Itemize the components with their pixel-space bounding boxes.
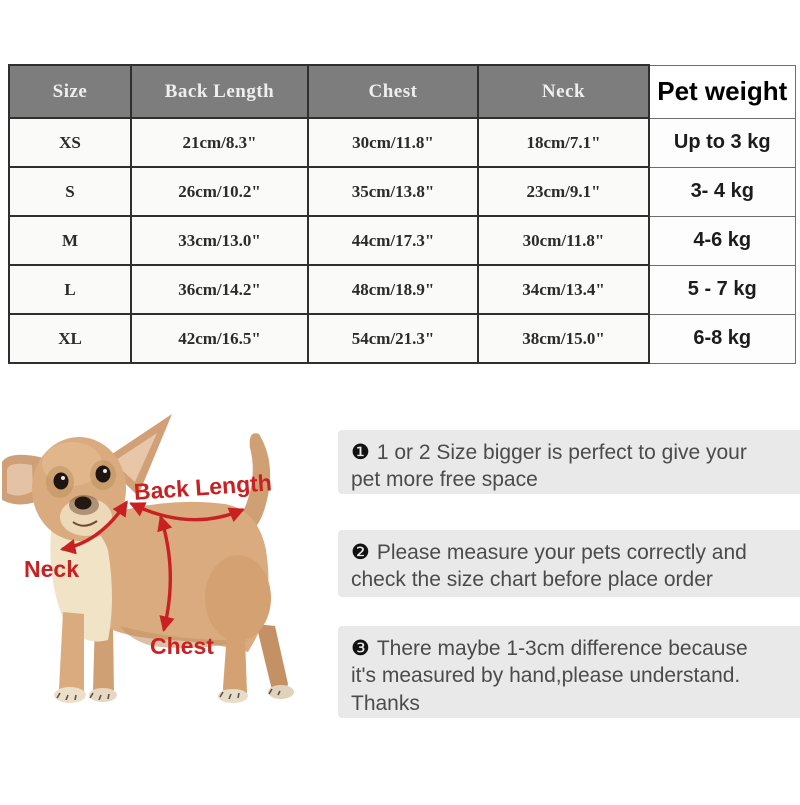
cell-back: 21cm/8.3" [130, 117, 309, 168]
table-row-xl: XL 42cm/16.5" 54cm/21.3" 38cm/15.0" 6-8 … [8, 313, 796, 364]
cell-neck: 38cm/15.0" [477, 313, 650, 364]
table-row-l: L 36cm/14.2" 48cm/18.9" 34cm/13.4" 5 - 7… [8, 264, 796, 315]
cell-back: 36cm/14.2" [130, 264, 309, 315]
cell-weight: 6-8 kg [648, 313, 796, 364]
back-length-arrow [129, 502, 245, 523]
cell-chest: 54cm/21.3" [307, 313, 479, 364]
measurement-arrows [59, 500, 245, 633]
cell-weight: 5 - 7 kg [648, 264, 796, 315]
dog-illustration: Back Length Neck Chest [2, 414, 294, 703]
cell-back: 26cm/10.2" [130, 166, 309, 217]
cell-size: M [8, 215, 132, 266]
cell-weight: 3- 4 kg [648, 166, 796, 217]
note-3-bullet-icon: ❸ [351, 636, 370, 660]
column-header-back-length: Back Length [130, 64, 309, 119]
note-1-bullet-icon: ❶ [351, 440, 370, 464]
note-hand-measure-difference: ❸ There maybe 1-3cm difference because it… [338, 626, 800, 718]
cell-chest: 30cm/11.8" [307, 117, 479, 168]
cell-weight: Up to 3 kg [648, 117, 796, 168]
table-row-s: S 26cm/10.2" 35cm/13.8" 23cm/9.1" 3- 4 k… [8, 166, 796, 217]
neck-arrow [59, 500, 128, 555]
cell-chest: 44cm/17.3" [307, 215, 479, 266]
note-3-text: There maybe 1-3cm difference because it'… [351, 637, 748, 715]
cell-neck: 30cm/11.8" [477, 215, 650, 266]
cell-chest: 35cm/13.8" [307, 166, 479, 217]
column-header-chest: Chest [307, 64, 479, 119]
cell-size: L [8, 264, 132, 315]
column-header-neck: Neck [477, 64, 650, 119]
size-chart-table: Size Back Length Chest Neck Pet weight X… [8, 64, 796, 364]
cell-back: 33cm/13.0" [130, 215, 309, 266]
note-2-text: Please measure your pets correctly and c… [351, 541, 747, 592]
note-2-bullet-icon: ❷ [351, 540, 370, 564]
dog-measurement-diagram: Back Length Neck Chest [0, 400, 340, 800]
cell-neck: 34cm/13.4" [477, 264, 650, 315]
table-row-xs: XS 21cm/8.3" 30cm/11.8" 18cm/7.1" Up to … [8, 117, 796, 168]
note-measure-correctly: ❷ Please measure your pets correctly and … [338, 530, 800, 597]
cell-size: XL [8, 313, 132, 364]
cell-neck: 18cm/7.1" [477, 117, 650, 168]
cell-weight: 4-6 kg [648, 215, 796, 266]
neck-label: Neck [24, 556, 79, 582]
chest-arrow [157, 515, 175, 633]
cell-size: XS [8, 117, 132, 168]
column-header-pet-weight: Pet weight [648, 64, 796, 119]
cell-neck: 23cm/9.1" [477, 166, 650, 217]
cell-size: S [8, 166, 132, 217]
table-header-row: Size Back Length Chest Neck Pet weight [8, 64, 796, 119]
note-1-text: 1 or 2 Size bigger is perfect to give yo… [351, 441, 747, 492]
chest-label: Chest [150, 633, 214, 659]
cell-chest: 48cm/18.9" [307, 264, 479, 315]
table-row-m: M 33cm/13.0" 44cm/17.3" 30cm/11.8" 4-6 k… [8, 215, 796, 266]
cell-back: 42cm/16.5" [130, 313, 309, 364]
column-header-size: Size [8, 64, 132, 119]
